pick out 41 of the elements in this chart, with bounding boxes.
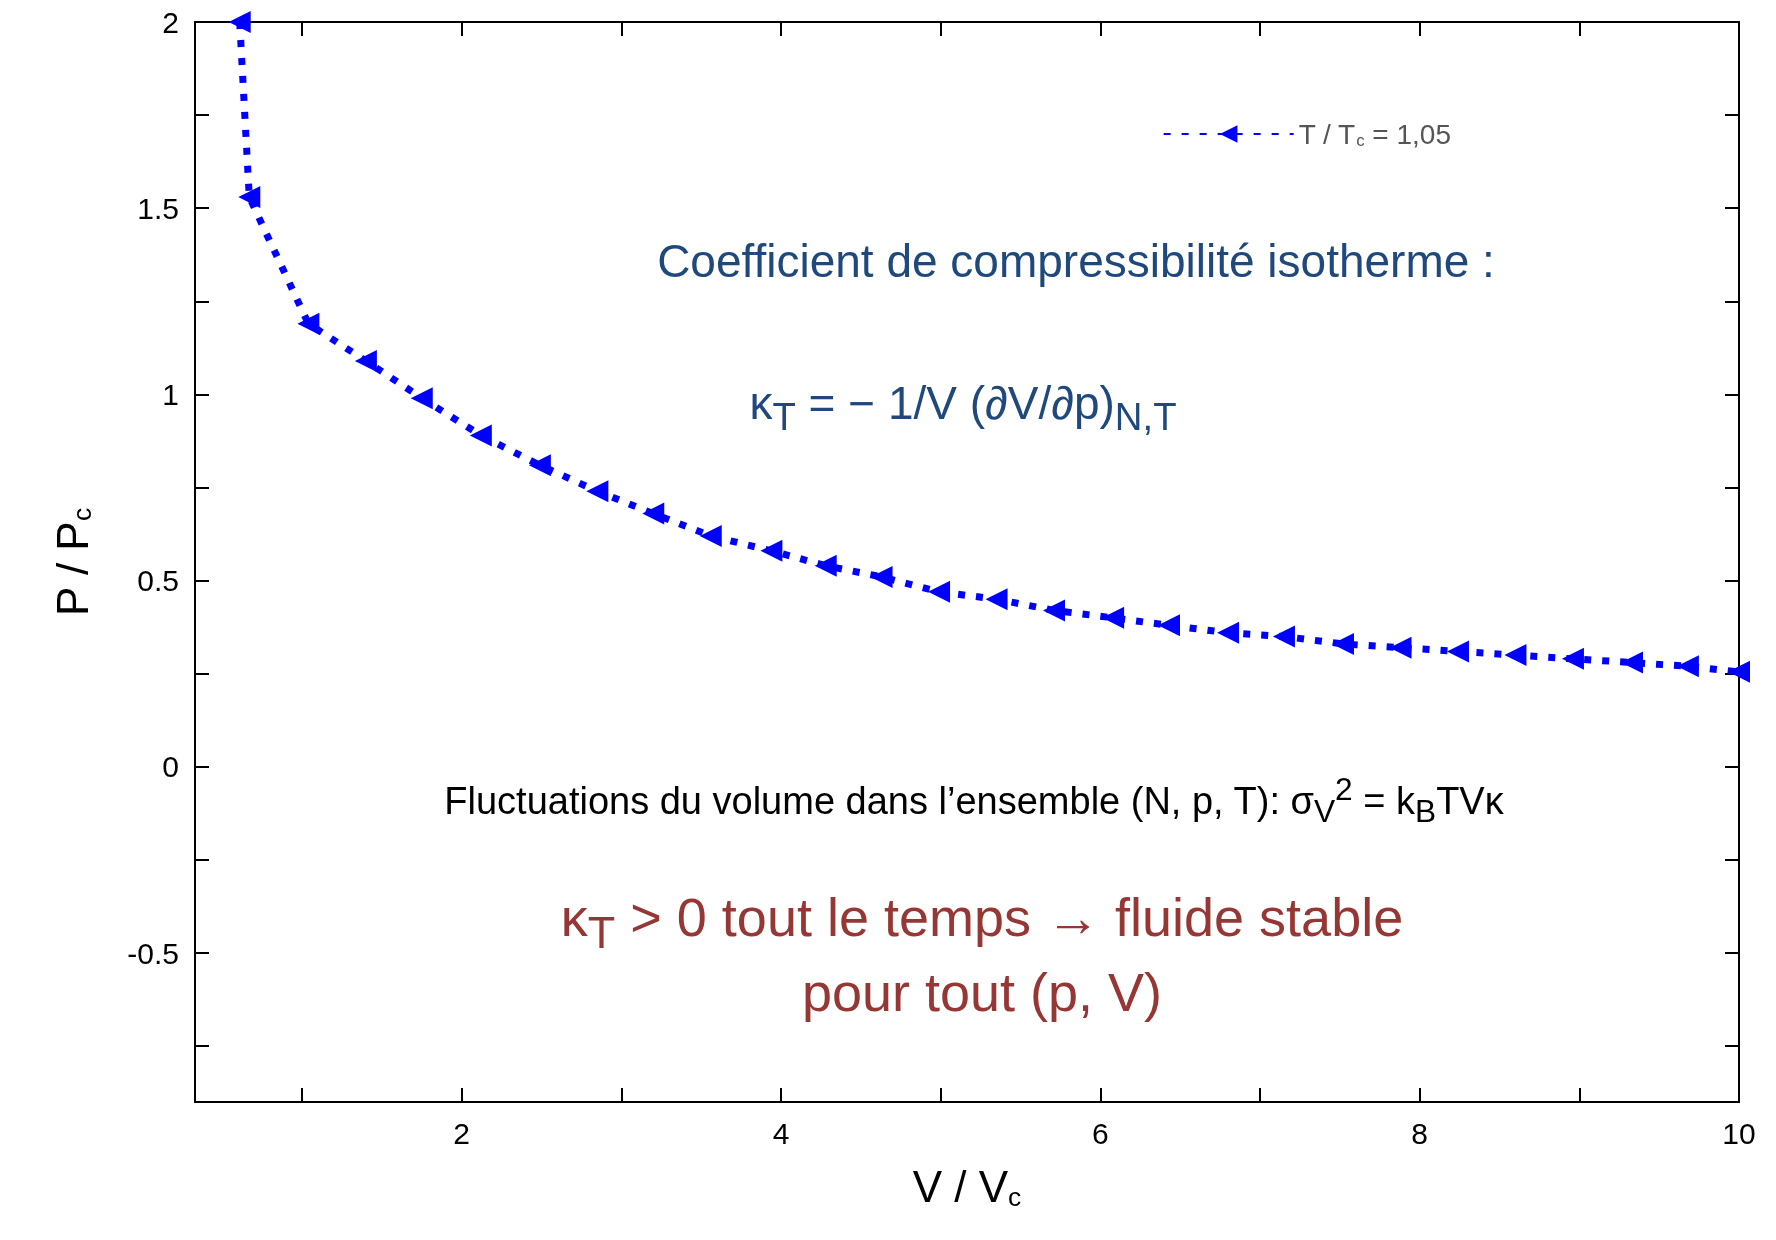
x-tick-label: 10: [1722, 1116, 1756, 1150]
point: [586, 480, 609, 503]
x-tick-label: 2: [453, 1116, 470, 1150]
y-tick-label: 1.5: [137, 191, 179, 225]
point: [1446, 640, 1469, 663]
point: [354, 349, 377, 372]
legend-label: T / Tc = 1,05: [1298, 118, 1451, 150]
point: [1272, 625, 1295, 648]
point: [699, 524, 722, 547]
x-axis-title: V / Vc: [912, 1162, 1022, 1212]
point: [928, 580, 951, 603]
point: [760, 539, 783, 562]
y-tick-label: 1: [162, 377, 179, 411]
point: [870, 565, 893, 588]
point: [528, 454, 551, 477]
y-tick-label: 0: [162, 750, 179, 784]
annotation: Fluctuations du volume dans l’ensemble (N, p, T): σ$_{V}$$^{2}$ = k$_{B}$TVκ: [443, 769, 1505, 831]
point: [297, 312, 320, 335]
point: [1043, 599, 1066, 622]
point: [642, 502, 665, 525]
annotation: κ$_{T}$ > 0 tout le temps → fluide stable pour tout (p, V): [559, 886, 1405, 1024]
point: [1504, 644, 1527, 667]
annotation: κ$_{T}$ = − 1/V (∂V/∂p)$_{N,T}$: [748, 376, 1178, 440]
point: [1332, 632, 1355, 655]
point: [1157, 614, 1180, 637]
point: [469, 424, 492, 447]
y-axis-title: P / Pc: [47, 507, 97, 616]
annotation: Coefficient de compressibilité isotherme :: [656, 234, 1496, 290]
y-tick-label: -0.5: [127, 936, 179, 970]
point: [1217, 621, 1240, 644]
x-tick-label: 6: [1091, 1116, 1109, 1150]
point: [410, 387, 433, 410]
point: [1561, 647, 1584, 670]
point: [814, 554, 837, 577]
point: [228, 11, 251, 33]
point: [238, 186, 261, 209]
y-tick-label: 0.5: [137, 564, 179, 598]
x-tick-label: 4: [772, 1116, 790, 1150]
x-tick-label: 8: [1411, 1116, 1429, 1150]
point: [985, 588, 1008, 611]
y-tick-label: 2: [162, 5, 179, 39]
